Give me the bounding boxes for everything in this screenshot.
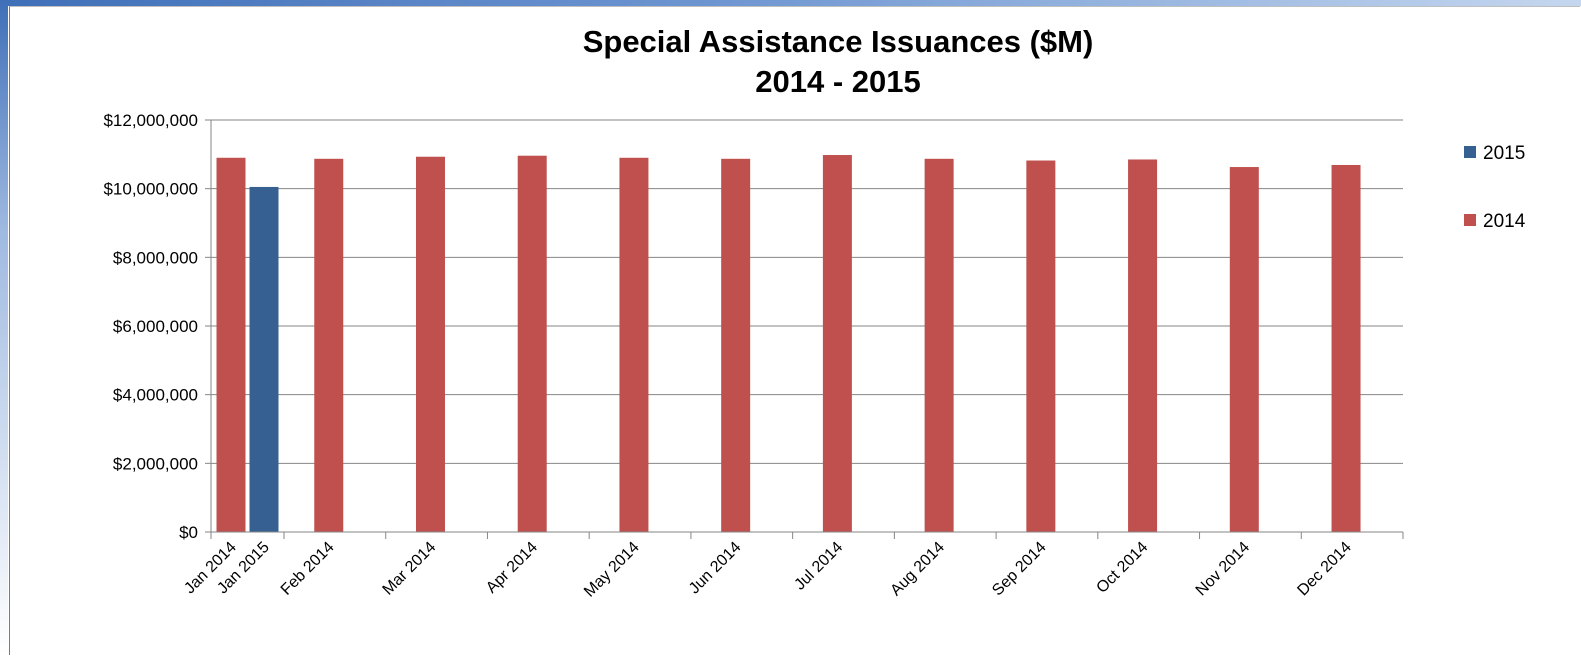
x-tick-label: Feb 2014 [278,539,338,599]
bar-2014-feb-2014 [314,158,344,532]
x-tick-label: Sep 2014 [989,539,1050,600]
x-tick-label: Jun 2014 [686,539,745,598]
y-tick-label: $4,000,000 [113,386,198,405]
y-tick-label: $0 [179,523,198,542]
bar-2014-nov-2014 [1229,167,1259,532]
y-axis: $0 $2,000,000 $4,000,000 $6,000,000 $8,000,0… [103,111,212,542]
bar-2014-jun-2014 [721,158,751,532]
y-tick-label: $10,000,000 [103,180,198,199]
top-accent-bar [0,0,1581,6]
x-tick-label: Nov 2014 [1193,539,1254,600]
x-tick-label: Jul 2014 [791,539,846,594]
bar-2014-jan-2014 [216,157,246,532]
legend-swatch-2014 [1464,214,1476,226]
bar-2014-sep-2014 [1026,160,1056,532]
bar-2014-dec-2014 [1331,164,1361,532]
x-tick-label: Apr 2014 [483,539,541,597]
y-tick-label: $6,000,000 [113,317,198,336]
chart-subtitle: 2014 - 2015 [755,64,920,99]
bar-2014-oct-2014 [1128,159,1158,532]
bar-2014-may-2014 [619,157,649,532]
bar-2014-mar-2014 [415,156,445,532]
x-tick-label: Dec 2014 [1294,539,1355,600]
left-accent-bar [0,0,8,656]
legend-label-2014: 2014 [1483,211,1526,232]
bar-2014-jul-2014 [822,155,852,532]
bar-2014-aug-2014 [924,158,954,532]
y-tick-label: $8,000,000 [113,248,198,267]
legend: 2015 2014 [1464,143,1526,232]
gridlines [211,119,1403,533]
x-tick-label: Mar 2014 [379,539,439,599]
y-tick-label: $12,000,000 [103,111,198,130]
y-tick-label: $2,000,000 [113,454,198,473]
x-tick-label: May 2014 [581,539,643,601]
chart-title: Special Assistance Issuances ($M) [583,24,1094,59]
x-tick-label: Oct 2014 [1093,539,1151,597]
bars [216,155,1361,532]
bar-2014-apr-2014 [517,155,547,532]
x-tick-label: Aug 2014 [887,539,948,600]
legend-label-2015: 2015 [1483,143,1525,164]
legend-swatch-2015 [1464,146,1476,158]
bar-2015-jan-2015 [249,186,279,532]
